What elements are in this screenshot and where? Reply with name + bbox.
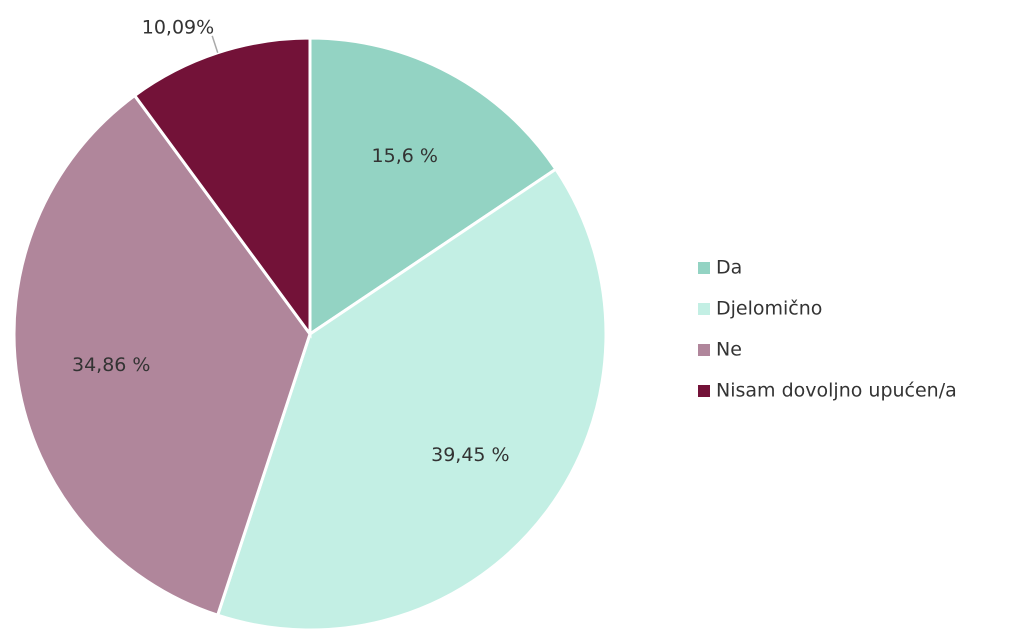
legend-swatch — [698, 262, 710, 274]
pie-slice — [308, 36, 558, 337]
legend-label: Ne — [716, 339, 742, 361]
pie-slice — [12, 93, 312, 618]
leader-line — [211, 35, 219, 53]
data-label: 15,6 % — [372, 145, 438, 167]
data-label: 10,09% — [142, 16, 214, 38]
legend-swatch — [698, 385, 710, 397]
data-label: 39,45 % — [431, 444, 510, 466]
data-label: 34,86 % — [72, 354, 151, 376]
legend-label: Nisam dovoljno upućen/a — [716, 380, 957, 402]
legend-label: Djelomično — [716, 298, 822, 320]
legend-swatch — [698, 344, 710, 356]
legend-swatch — [698, 303, 710, 315]
legend-label: Da — [716, 257, 742, 279]
